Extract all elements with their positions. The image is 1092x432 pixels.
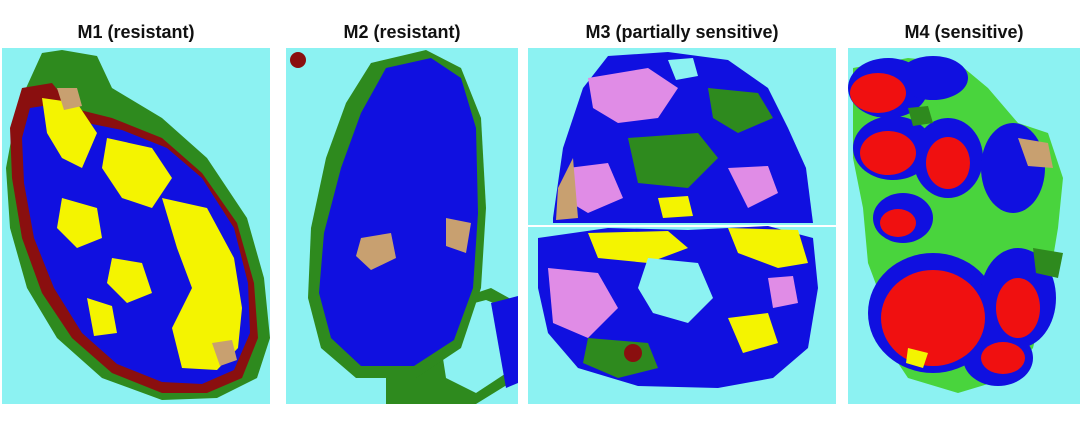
tissue-map-m3-image [528, 52, 836, 388]
tissue-map-m4 [848, 48, 1080, 404]
tissue-map-m1 [2, 48, 270, 404]
tissue-map-m2-image [290, 50, 518, 404]
panel-title-m1: M1 (resistant) [77, 22, 195, 42]
panel-title-m2: M2 (resistant) [343, 22, 461, 42]
tissue-map-m1-image [6, 50, 270, 400]
tissue-map-m2 [286, 48, 518, 404]
panel-title-m3: M3 (partially sensitive) [585, 22, 779, 42]
panel-title-m4: M4 (sensitive) [904, 22, 1024, 42]
tissue-map-m3 [528, 48, 836, 404]
tissue-map-m4-image [848, 56, 1063, 393]
